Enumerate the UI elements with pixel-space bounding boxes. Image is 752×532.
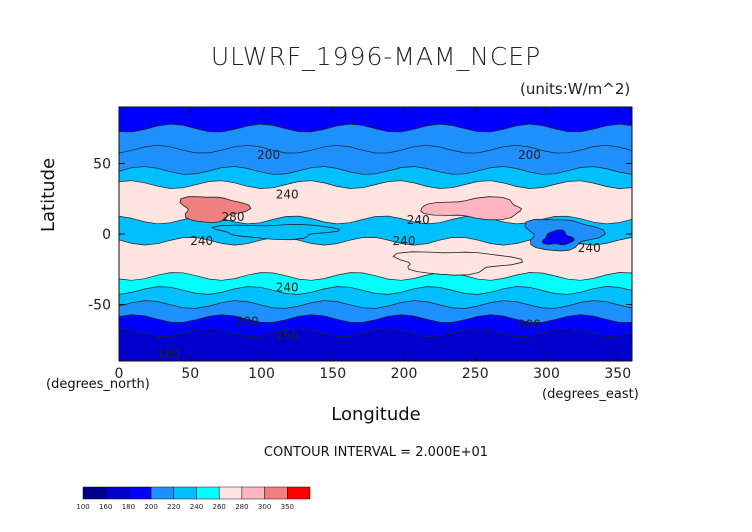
feature-south-pacific-warm [392,251,524,276]
colorbar-swatch [287,486,311,500]
y-tick-label: 0 [102,227,111,243]
lat-band-7 [119,272,632,296]
colorbar-label: 260 [213,503,226,511]
feature-pacific-warm [420,196,522,221]
y-units-label: (degrees_north) [46,377,150,392]
contour-label: 200 [518,317,541,331]
contour-label: 200 [236,314,259,328]
y-tick-label: 50 [93,156,111,172]
colorbar-swatch [196,486,220,500]
feature-indian-ocean-cool [210,224,341,241]
x-tick-label: 0 [115,366,124,382]
x-tick-label: 300 [533,366,560,382]
units-label: (units:W/m^2) [520,80,631,98]
x-tick-label: 100 [248,366,275,382]
lat-band-11 [119,328,632,361]
colorbar-label: 160 [99,503,112,511]
x-tick-label: 50 [181,366,199,382]
x-tick-label: 350 [604,366,631,382]
contour-label: 240 [578,241,601,255]
x-units-label: (degrees_east) [542,387,639,402]
contour-label: 240 [190,234,213,248]
colorbar-label: 220 [167,503,180,511]
x-tick-label: 150 [319,366,346,382]
contour-label: 240 [276,281,299,295]
colorbar-swatch [150,486,175,500]
colorbar-label: 200 [144,503,157,511]
lat-band-1 [119,123,632,155]
colorbar-swatch [128,486,152,500]
feature-warm-core-africa [179,196,252,224]
plot-area: 200 200 240 280 240 240 240 240 240 200 200 160 180 [119,107,632,361]
contour-label: 280 [222,210,245,224]
contour-label: 200 [518,148,541,162]
chart-title: ULWRF_1996-MAM_NCEP [210,42,542,71]
contour-label: 240 [407,213,430,227]
feature-deep-cold-center [541,229,575,246]
colorbar-label: 300 [258,503,271,511]
x-tick-label: 200 [391,366,418,382]
contour-label: 160 [276,329,299,343]
contour-label: 240 [276,187,299,201]
colorbar-label: 280 [235,503,248,511]
contour-interval: CONTOUR INTERVAL = 2.000E+01 [263,445,489,460]
x-axis-label: Longitude [331,404,421,425]
colorbar-label: 240 [190,503,203,511]
x-tick-label: 250 [462,366,489,382]
colorbar-swatch [173,486,197,500]
colorbar-swatch [241,486,265,500]
colorbar-swatch [264,486,288,500]
colorbar-swatch [218,486,243,500]
colorbar-swatch [105,486,129,500]
contour-label: 180 [157,347,180,361]
colorbar-swatch [82,486,106,500]
colorbar-label: 100 [76,503,89,511]
y-tick-label: -50 [88,298,111,314]
colorbar-label: 180 [122,503,135,511]
contour-label: 240 [393,234,416,248]
colorbar-label: 350 [281,503,294,511]
contour-label: 200 [257,148,280,162]
